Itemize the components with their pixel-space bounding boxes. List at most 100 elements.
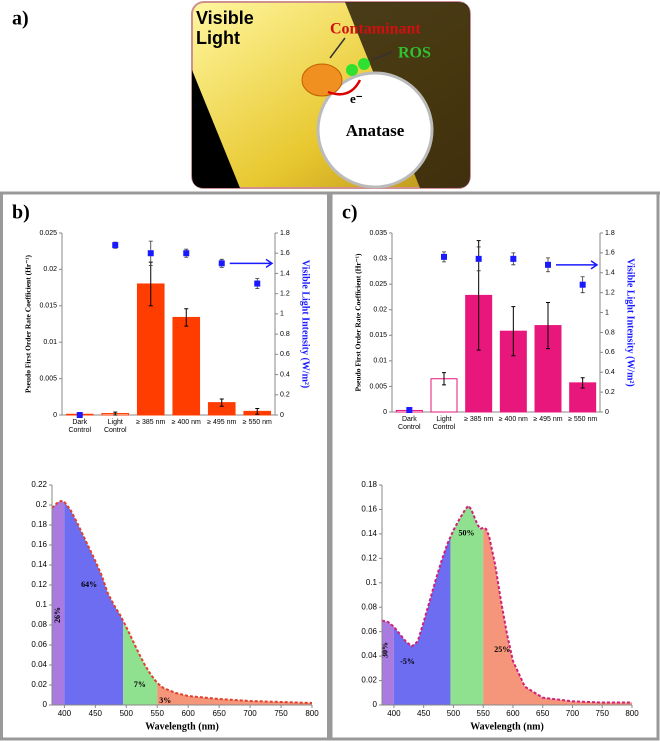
y-tick-label: 0.04 <box>361 651 377 660</box>
region-label: 7% <box>134 680 146 689</box>
anatase-particle <box>316 71 434 189</box>
intensity-marker <box>147 250 154 257</box>
y-tick-label: 0.01 <box>373 358 387 365</box>
region-label: -5% <box>400 657 415 666</box>
region <box>157 683 312 705</box>
region <box>123 621 158 705</box>
y2-tick-label: 0.4 <box>605 369 615 376</box>
y-tick-label: 0 <box>43 700 48 709</box>
x-tick-label: 450 <box>89 709 103 718</box>
y-tick-label: 0.03 <box>373 255 387 262</box>
diagram-text: Contaminant <box>330 21 421 38</box>
y-tick-label: 0.025 <box>369 281 387 288</box>
y-tick-label: 0.16 <box>361 505 377 514</box>
y2-tick-label: 0.6 <box>280 351 290 358</box>
x-axis-label: Wavelength (nm) <box>145 721 219 732</box>
region <box>382 620 394 705</box>
x-tick-label: 650 <box>536 709 550 718</box>
x-tick-label: 750 <box>274 709 288 718</box>
y-tick-label: 0.02 <box>43 266 57 273</box>
y-axis-label: Pseudo First Order Rate Coefficient (Hr⁻… <box>354 253 363 391</box>
annotation-arrow <box>229 258 274 268</box>
region-label: 26% <box>53 607 62 623</box>
bar <box>499 330 527 413</box>
y2-axis-label: Visible Light Intensity (W/m²) <box>300 260 311 388</box>
y2-tick-label: 0.8 <box>280 331 290 338</box>
diagram-text: Visible Light <box>196 8 254 48</box>
y2-axis-label: Visible Light Intensity (W/m²) <box>625 258 636 386</box>
y-tick-label: 0.16 <box>31 540 47 549</box>
x-tick-label: 800 <box>305 709 319 718</box>
y2-tick-label: 1.4 <box>605 270 615 277</box>
region <box>483 527 632 705</box>
x-tick-label: 550 <box>151 709 165 718</box>
y-tick-label: 0.005 <box>39 375 57 382</box>
y-tick-label: 0.08 <box>31 620 47 629</box>
y-tick-label: 0.035 <box>369 230 387 237</box>
y-tick-label: 0.1 <box>366 578 378 587</box>
x-tick-label: 800 <box>625 709 639 718</box>
y-tick-label: 0.22 <box>31 480 47 489</box>
x-tick-label: ≥ 495 nm <box>533 416 563 423</box>
x-tick-label: 450 <box>417 709 431 718</box>
x-tick-label: ≥ 400 nm <box>498 416 528 423</box>
error-bar <box>442 372 446 386</box>
y-tick-label: 0.08 <box>361 602 377 611</box>
intensity-marker <box>545 261 551 268</box>
intensity-marker <box>406 407 413 414</box>
x-tick-label: ≥ 495 nm <box>207 419 237 426</box>
x-tick-label: 700 <box>566 709 580 718</box>
x-tick-label: 400 <box>387 709 401 718</box>
x-tick-label: Dark Control <box>68 419 92 434</box>
y-tick-label: 0.12 <box>361 553 377 562</box>
y2-tick-label: 1.4 <box>280 270 290 277</box>
error-bar <box>546 302 550 350</box>
error-bar <box>255 407 260 415</box>
y-tick-label: 0.1 <box>36 600 48 609</box>
error-bar <box>184 308 189 327</box>
y-tick-label: 0.015 <box>369 332 387 339</box>
y-tick-label: 0.06 <box>31 640 47 649</box>
y-tick-label: 0.025 <box>39 230 57 237</box>
y-tick-label: 0 <box>373 700 378 709</box>
error-bar <box>580 377 585 389</box>
annotation-arrow <box>556 260 599 270</box>
x-tick-label: ≥ 385 nm <box>464 416 494 423</box>
y2-tick-label: 0.2 <box>605 389 615 396</box>
intensity-marker <box>183 250 190 257</box>
x-tick-label: 400 <box>58 709 72 718</box>
x-tick-label: 500 <box>120 709 134 718</box>
y-tick-label: 0.06 <box>361 627 377 636</box>
spectrum-line <box>381 504 632 704</box>
x-tick-label: 750 <box>596 709 610 718</box>
arrow <box>371 51 393 61</box>
panel-label: b) <box>12 202 30 224</box>
panel-label: a) <box>12 8 29 30</box>
y2-tick-label: 1.6 <box>280 250 290 257</box>
y2-tick-label: 1 <box>280 311 284 318</box>
diagram-text: Anatase <box>346 121 405 140</box>
region-label: 50% <box>459 529 475 538</box>
y-tick-label: 0.14 <box>31 560 47 569</box>
y2-tick-label: 0.4 <box>280 371 290 378</box>
y2-tick-label: 1 <box>605 309 609 316</box>
x-tick-label: ≥ 550 nm <box>242 419 272 426</box>
region <box>393 536 451 705</box>
diagram: a) Contaminant ROS e⁻ Anatase <box>12 1 471 189</box>
y-tick-label: 0.02 <box>31 680 47 689</box>
y-tick-label: 0 <box>383 409 387 416</box>
x-tick-label: 550 <box>477 709 491 718</box>
region-label: 30% <box>380 642 389 658</box>
x-tick-label: Dark Control <box>398 416 421 431</box>
error-bar <box>113 411 118 416</box>
x-tick-label: 600 <box>506 709 520 718</box>
y2-tick-label: 0 <box>605 409 609 416</box>
y2-tick-label: 1.2 <box>605 290 615 297</box>
region-label: 64% <box>81 580 97 589</box>
y-tick-label: 0.02 <box>361 676 377 685</box>
arrow <box>329 37 346 59</box>
y-tick-label: 0.015 <box>39 303 57 310</box>
intensity-marker <box>475 255 482 262</box>
